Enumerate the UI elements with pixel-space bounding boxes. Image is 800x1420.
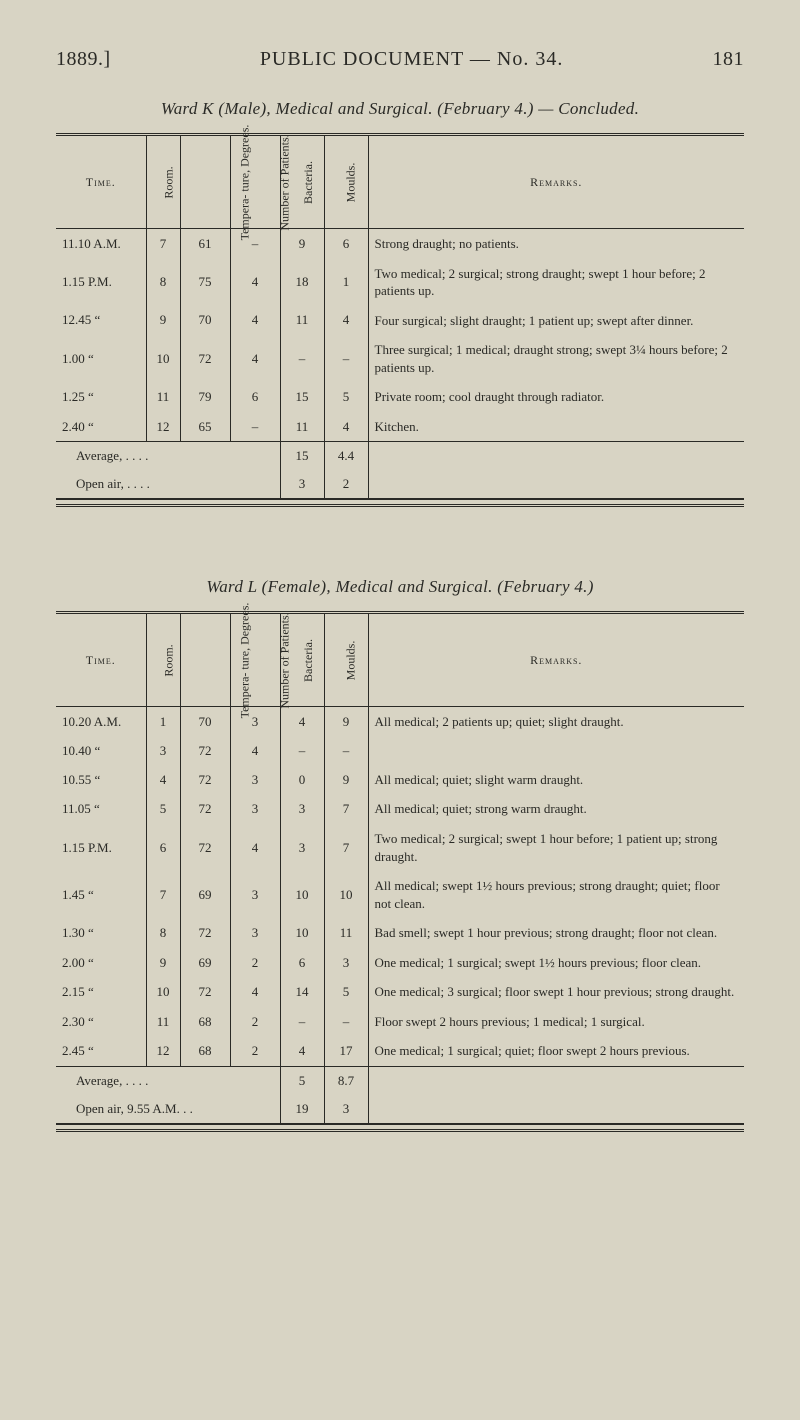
table-k-average-row: Average, . . . . 15 4.4 xyxy=(56,442,744,471)
header-page: 181 xyxy=(713,48,745,71)
table-l-header-row: Time. Room. Tempera- ture, Degrees. Numb… xyxy=(56,613,744,707)
table-row: 1.30 “87231011Bad smell; swept 1 hour pr… xyxy=(56,918,744,948)
table-row: 2.45 “12682417One medical; 1 surgical; q… xyxy=(56,1036,744,1066)
header-title: PUBLIC DOCUMENT — No. 34. xyxy=(260,48,564,71)
table-row: 2.00 “969263One medical; 1 surgical; swe… xyxy=(56,948,744,978)
table-row: 1.25 “11796155Private room; cool draught… xyxy=(56,382,744,412)
col-time: Time. xyxy=(56,135,146,229)
table-l-openair-row: Open air, 9.55 A.M. . . 19 3 xyxy=(56,1095,744,1124)
table-row: 10.20 A.M.170349All medical; 2 patients … xyxy=(56,707,744,737)
table-k-body: 11.10 A.M.761–96Strong draught; no patie… xyxy=(56,229,744,499)
table-row: 1.00 “10724––Three surgical; 1 medical; … xyxy=(56,335,744,382)
col-time: Time. xyxy=(56,613,146,707)
table-k-header-row: Time. Room. Tempera- ture, Degrees. Numb… xyxy=(56,135,744,229)
col-room: Room. xyxy=(146,135,180,229)
table-row: 2.30 “11682––Floor swept 2 hours previou… xyxy=(56,1007,744,1037)
col-mould: Moulds. xyxy=(324,613,368,707)
table-l-caption: Ward L (Female), Medical and Surgical. (… xyxy=(56,577,744,597)
table-k-caption: Ward K (Male), Medical and Surgical. (Fe… xyxy=(56,99,744,119)
col-room: Room. xyxy=(146,613,180,707)
table-l-body: 10.20 A.M.170349All medical; 2 patients … xyxy=(56,707,744,1124)
table-row: 11.05 “572337All medical; quiet; strong … xyxy=(56,794,744,824)
table-row: 10.55 “472309All medical; quiet; slight … xyxy=(56,765,744,795)
table-k-openair-row: Open air, . . . . 3 2 xyxy=(56,470,744,499)
col-temp: Tempera- ture, Degrees. xyxy=(180,135,230,229)
table-l-average-row: Average, . . . . 5 8.7 xyxy=(56,1066,744,1095)
table-l-end-rule xyxy=(56,1124,744,1132)
table-row: 2.40 “1265–114Kitchen. xyxy=(56,412,744,442)
table-row: 12.45 “9704114Four surgical; slight drau… xyxy=(56,306,744,336)
table-row: 2.15 “10724145One medical; 3 surgical; f… xyxy=(56,977,744,1007)
col-remarks: Remarks. xyxy=(368,613,744,707)
table-k: Time. Room. Tempera- ture, Degrees. Numb… xyxy=(56,133,744,499)
col-temp: Tempera- ture, Degrees. xyxy=(180,613,230,707)
table-row: 1.15 P.M.672437Two medical; 2 surgical; … xyxy=(56,824,744,871)
table-l: Time. Room. Tempera- ture, Degrees. Numb… xyxy=(56,611,744,1124)
table-row: 11.10 A.M.761–96Strong draught; no patie… xyxy=(56,229,744,259)
table-row: 1.45 “76931010All medical; swept 1½ hour… xyxy=(56,871,744,918)
col-remarks: Remarks. xyxy=(368,135,744,229)
running-header: 1889.] PUBLIC DOCUMENT — No. 34. 181 xyxy=(56,48,744,71)
col-mould: Moulds. xyxy=(324,135,368,229)
table-k-end-rule xyxy=(56,499,744,507)
table-row: 1.15 P.M.8754181Two medical; 2 surgical;… xyxy=(56,259,744,306)
table-row: 10.40 “3724–– xyxy=(56,737,744,765)
header-year: 1889.] xyxy=(56,48,111,71)
page: 1889.] PUBLIC DOCUMENT — No. 34. 181 War… xyxy=(0,0,800,1420)
